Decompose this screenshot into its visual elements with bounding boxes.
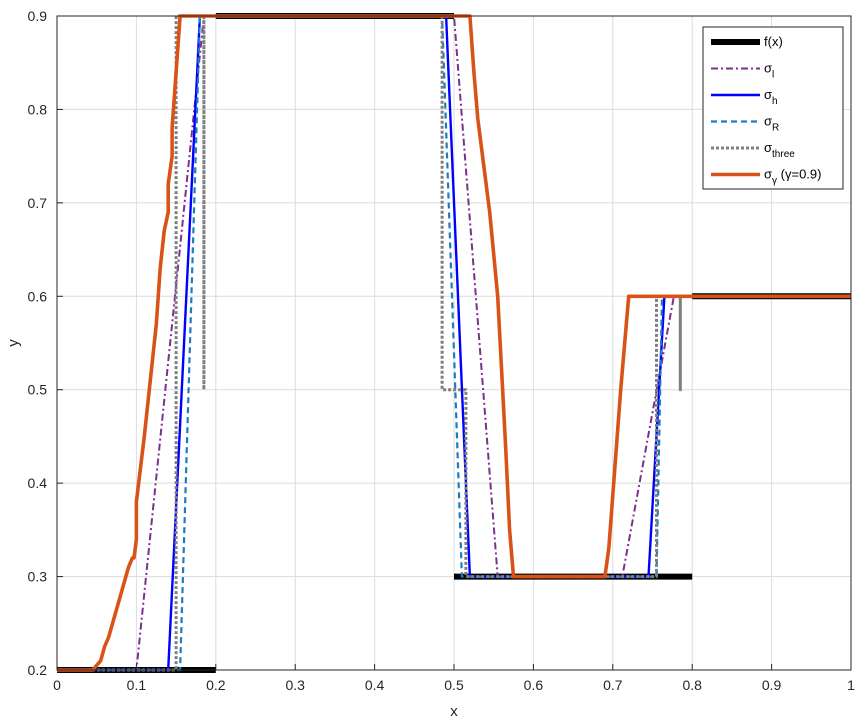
legend-label: σh <box>764 87 778 107</box>
legend-label: σR <box>764 114 779 134</box>
y-tick-label: 0.8 <box>28 101 48 117</box>
y-tick-label: 0.6 <box>28 288 48 304</box>
legend-label: σl <box>764 61 774 81</box>
y-axis-label: y <box>5 339 22 347</box>
y-tick-label: 0.3 <box>28 569 48 585</box>
legend-sub: h <box>772 96 778 107</box>
x-tick-label: 0 <box>53 677 61 693</box>
x-tick-label: 0.1 <box>127 677 147 693</box>
y-tick-label: 0.9 <box>28 8 48 24</box>
y-tick-label: 0.4 <box>28 475 48 491</box>
x-tick-label: 0.4 <box>365 677 385 693</box>
legend-box <box>702 26 844 190</box>
legend-sub: three <box>772 149 795 160</box>
x-tick-label: 1 <box>847 677 855 693</box>
x-tick-label: 0.2 <box>206 677 226 693</box>
series-line <box>57 15 851 671</box>
legend-main: σ <box>764 61 772 76</box>
y-tick-label: 0.5 <box>28 382 48 398</box>
series-1 <box>57 15 851 671</box>
x-tick-label: 0.8 <box>682 677 702 693</box>
x-tick-label: 0.7 <box>603 677 623 693</box>
x-tick-label: 0.9 <box>762 677 782 693</box>
legend-label: σγ (γ=0.9) <box>764 167 821 187</box>
legend-label: f(x) <box>764 34 783 49</box>
legend-sub: l <box>772 70 774 81</box>
series-line <box>57 14 851 672</box>
legend-main: σ <box>764 140 772 155</box>
series-5 <box>57 14 851 672</box>
y-tick-label: 0.2 <box>28 662 48 678</box>
legend-main: f(x) <box>764 34 783 49</box>
x-tick-label: 0.6 <box>524 677 544 693</box>
legend-sub: R <box>772 123 779 134</box>
legend-main: σ <box>764 114 772 129</box>
x-axis-label: x <box>450 703 458 720</box>
legend-sub: γ <box>772 176 777 187</box>
legend-label: σthree <box>764 140 795 160</box>
legend-main: σ <box>764 167 772 182</box>
x-tick-label: 0.3 <box>285 677 305 693</box>
legend-main: σ <box>764 87 772 102</box>
y-tick-label: 0.7 <box>28 195 48 211</box>
x-tick-label: 0.5 <box>444 677 464 693</box>
tick-labels: 0 0.1 0.2 0.3 0.4 0.5 0.6 0.7 0.8 0.9 1 0.2 0.3 0.4 0.… <box>28 8 856 693</box>
legend-suffix: (γ=0.9) <box>777 167 821 182</box>
